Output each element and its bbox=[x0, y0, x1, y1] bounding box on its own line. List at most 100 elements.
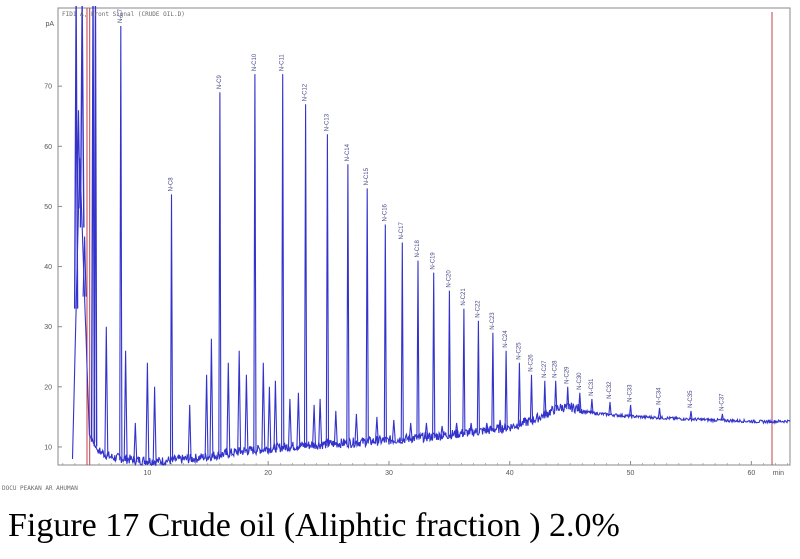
minor-peak bbox=[204, 374, 209, 459]
alkane-peak bbox=[383, 224, 387, 443]
peak-label: N-C15 bbox=[364, 167, 370, 185]
y-tick-label: 30 bbox=[44, 324, 52, 331]
minor-peak bbox=[484, 422, 489, 433]
minor-peak bbox=[440, 425, 445, 438]
minor-peak bbox=[469, 422, 474, 435]
peak-label: N-C37 bbox=[719, 393, 725, 411]
minor-peak bbox=[209, 338, 214, 458]
minor-peak bbox=[145, 362, 150, 463]
peak-label: N-C34 bbox=[657, 387, 663, 405]
y-tick-label: 70 bbox=[44, 84, 52, 91]
alkane-peak bbox=[689, 410, 693, 420]
alkane-peak bbox=[281, 74, 285, 450]
peak-label: N-C7 bbox=[118, 8, 124, 23]
x-tick-label: 10 bbox=[143, 470, 151, 477]
peak-label: N-C31 bbox=[589, 378, 595, 396]
peak-label: N-C14 bbox=[345, 143, 351, 161]
x-tick-label: 50 bbox=[627, 470, 635, 477]
solvent-peak bbox=[79, 5, 85, 228]
alkane-peak bbox=[346, 164, 350, 445]
minor-peak bbox=[296, 392, 301, 448]
minor-peak bbox=[424, 422, 429, 439]
minor-peak bbox=[333, 410, 338, 446]
minor-peak bbox=[76, 110, 81, 209]
alkane-peak bbox=[517, 362, 522, 427]
figure-caption: Figure 17 Crude oil (Aliphtic fraction )… bbox=[8, 507, 620, 544]
alkane-peak bbox=[504, 350, 508, 430]
y-unit-label: pA bbox=[45, 21, 54, 28]
peak-label: N-C22 bbox=[475, 300, 481, 318]
alkane-peak bbox=[657, 407, 662, 418]
peak-label: N-C27 bbox=[542, 360, 548, 378]
x-tick-label: 20 bbox=[264, 470, 272, 477]
minor-peak bbox=[123, 350, 128, 461]
peak-label: N-C21 bbox=[461, 288, 467, 306]
peak-label: N-C18 bbox=[415, 240, 421, 258]
minor-peak bbox=[261, 362, 266, 452]
alkane-peak bbox=[476, 320, 480, 434]
minor-peak bbox=[318, 398, 323, 447]
solvent-peak bbox=[93, 5, 98, 447]
peak-label: N-C33 bbox=[628, 384, 634, 402]
alkane-peak bbox=[416, 260, 420, 440]
y-tick-label: 50 bbox=[44, 204, 52, 211]
x-tick-label: 60 bbox=[747, 470, 755, 477]
minor-peak bbox=[82, 236, 87, 297]
alkane-peak bbox=[447, 290, 452, 437]
peak-label: N-C12 bbox=[303, 83, 309, 101]
peak-label: N-C10 bbox=[252, 53, 258, 71]
peak-label: N-C23 bbox=[490, 312, 496, 330]
plot-frame bbox=[57, 7, 791, 466]
alkane-peak bbox=[218, 92, 222, 457]
minor-peak bbox=[237, 350, 242, 454]
peak-label: N-C20 bbox=[446, 270, 452, 288]
minor-peak bbox=[391, 419, 396, 442]
minor-peak bbox=[152, 386, 157, 464]
peak-label: N-C24 bbox=[503, 330, 509, 348]
alkane-peak bbox=[169, 194, 174, 463]
minor-peak bbox=[354, 413, 359, 445]
minor-peak bbox=[187, 404, 192, 461]
alkane-peak bbox=[400, 242, 404, 442]
minor-peak bbox=[267, 386, 272, 451]
minor-peak bbox=[454, 422, 459, 436]
alkane-peak bbox=[303, 104, 308, 448]
minor-peak bbox=[244, 374, 249, 453]
peak-label: N-C11 bbox=[280, 54, 286, 72]
x-tick-label: 30 bbox=[385, 470, 393, 477]
alkane-peak bbox=[365, 188, 369, 444]
alkane-peak bbox=[554, 380, 558, 411]
chart-header: FID1 A, Front Signal (CRUDE OIL.D) bbox=[62, 11, 185, 18]
alkane-peak bbox=[325, 134, 330, 447]
peak-label: N-C13 bbox=[324, 113, 330, 131]
footer-left-text: DOCU PEAKAN AR AHUMAN bbox=[2, 485, 78, 492]
peak-label: N-C17 bbox=[399, 222, 405, 240]
alkane-peak bbox=[720, 413, 724, 421]
peak-label: N-C8 bbox=[169, 177, 175, 192]
peak-label: N-C29 bbox=[565, 366, 571, 384]
peak-label: N-C35 bbox=[688, 390, 694, 408]
minor-peak bbox=[408, 422, 413, 441]
chromatogram-chart: FID1 A, Front Signal (CRUDE OIL.D) pA 10 20… bbox=[2, 5, 791, 492]
y-tick-label: 20 bbox=[44, 384, 52, 391]
alkane-peak bbox=[491, 332, 495, 432]
y-tick-label: 40 bbox=[44, 264, 52, 271]
chromatogram-figure: FID1 A, Front Signal (CRUDE OIL.D) pA 10 20… bbox=[2, 5, 791, 492]
minor-peak bbox=[498, 419, 503, 431]
alkane-peak bbox=[608, 401, 612, 415]
minor-peak bbox=[133, 422, 138, 463]
x-tick-label: 40 bbox=[506, 470, 514, 477]
x-unit-label: min bbox=[773, 470, 784, 477]
peak-label: N-C32 bbox=[607, 381, 613, 399]
peak-label: N-C16 bbox=[382, 203, 388, 221]
alkane-peak bbox=[119, 25, 123, 461]
alkane-peak bbox=[432, 272, 436, 439]
alkane-peak bbox=[628, 404, 633, 417]
peak-label: N-C30 bbox=[577, 372, 583, 390]
alkane-peak bbox=[253, 74, 257, 452]
peak-label: N-C26 bbox=[529, 354, 535, 372]
alkane-peak bbox=[543, 380, 547, 417]
minor-peak bbox=[104, 326, 109, 457]
y-tick-label: 10 bbox=[44, 444, 52, 451]
minor-peak bbox=[312, 404, 317, 447]
